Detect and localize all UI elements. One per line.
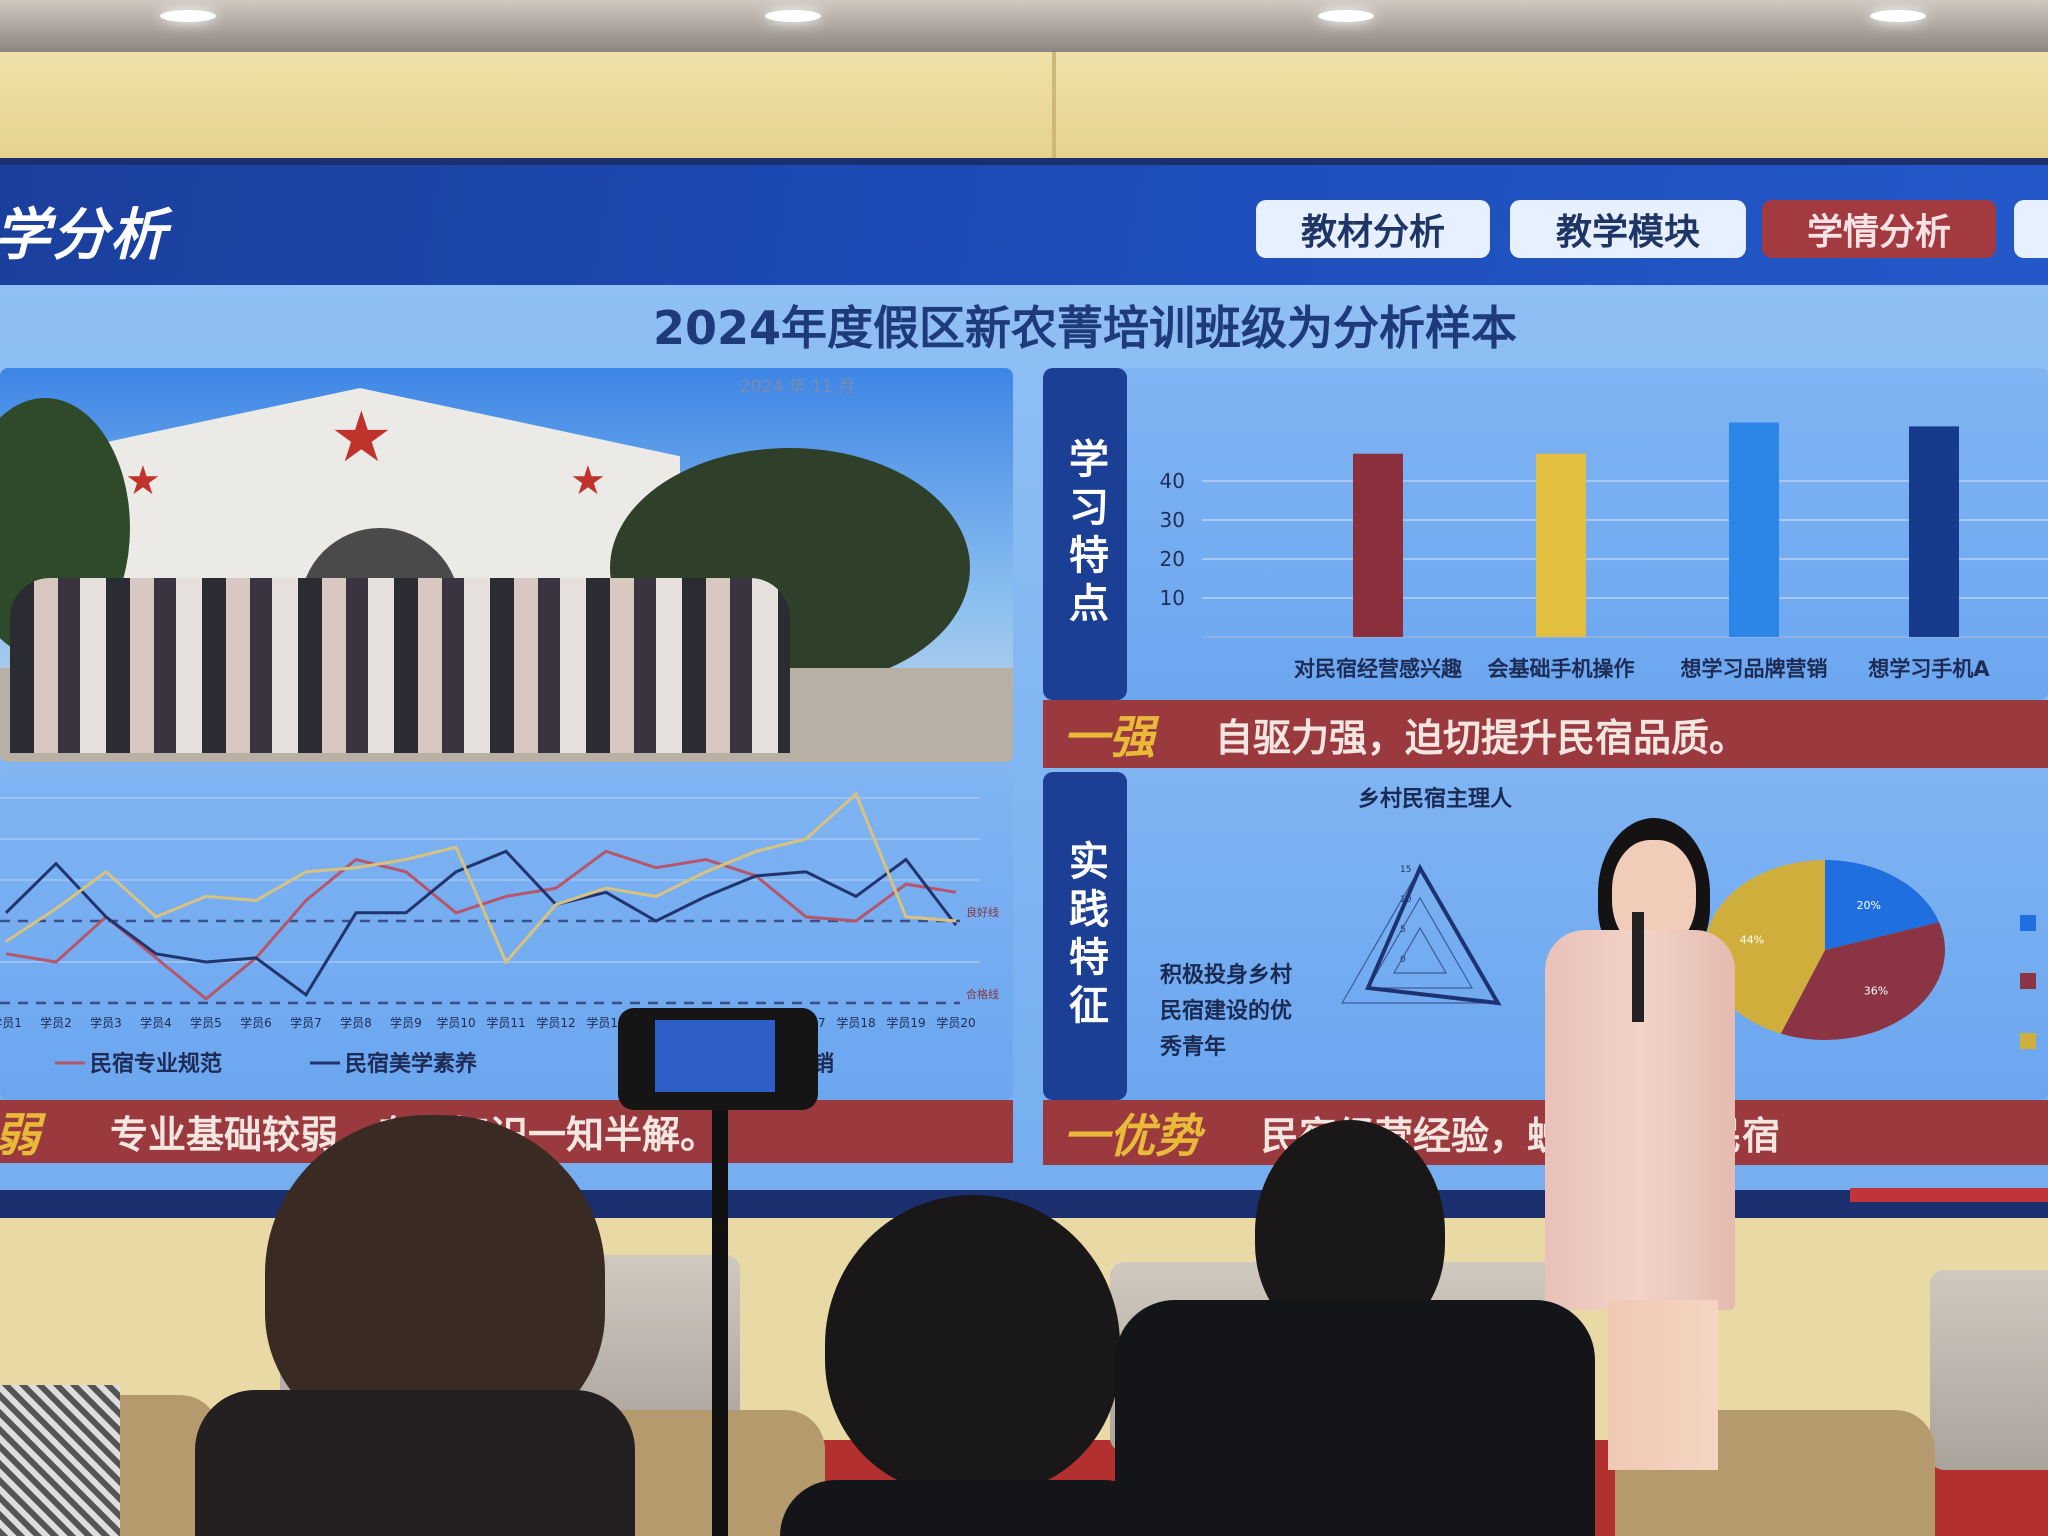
reference-line-label: 合格线 — [966, 987, 999, 1001]
audience-body — [780, 1480, 1160, 1536]
banner-text: 自驱力强，迫切提升民宿品质。 — [1215, 715, 1748, 760]
x-tick-label: 学员7 — [290, 1015, 322, 1030]
radar-tick: 0 — [1400, 955, 1406, 965]
audience-body — [195, 1390, 635, 1536]
pie-legend-swatch — [2020, 1033, 2036, 1049]
ceiling-light — [1318, 10, 1374, 22]
microphone — [1632, 912, 1644, 1022]
x-tick-label: 想学习手机A — [1868, 657, 1990, 681]
pie-legend-swatch — [2020, 915, 2036, 931]
y-tick-label: 30 — [1160, 508, 1185, 532]
learning-banner: 一强 自驱力强，迫切提升民宿品质。 — [1043, 700, 2048, 768]
tab-partial[interactable] — [2014, 200, 2048, 258]
x-tick-label: 学员13 — [586, 1015, 625, 1030]
x-tick-label: 学员2 — [40, 1015, 72, 1030]
pie-slice — [1825, 860, 1940, 950]
pie-slice — [1705, 860, 1825, 1034]
bar — [1353, 453, 1403, 637]
people-group — [10, 578, 790, 753]
tab-teaching-modules[interactable]: 教学模块 — [1510, 200, 1746, 258]
banner-lead: 一强 — [1063, 710, 1155, 764]
x-tick-label: 学员1 — [0, 1015, 22, 1030]
x-tick-label: 学员6 — [240, 1015, 272, 1030]
ceiling — [0, 0, 2048, 52]
pie-chart: 20% 36% 44% — [1705, 860, 1945, 1040]
radar-tick: 15 — [1400, 865, 1411, 875]
x-tick-label: 学员4 — [140, 1015, 172, 1030]
practice-side-label: 实践特征 — [1043, 772, 1127, 1100]
x-tick-label: 想学习品牌营销 — [1681, 657, 1828, 681]
tripod — [712, 1110, 728, 1536]
tab-learner-analysis[interactable]: 学情分析 — [1762, 200, 1996, 258]
group-photo: ★ ★ ★ — [0, 368, 1013, 762]
line-series — [4, 849, 958, 997]
line-chart: 良好线合格线学员1 学员2 学员3 学员4 学员5 学员6 学员7 学员8 学员9 学员10 学员1… — [0, 791, 999, 1077]
pie-slice-label: 36% — [1864, 985, 1888, 998]
wall — [0, 52, 2048, 160]
learning-side-label: 学习特点 — [1043, 368, 1127, 700]
pie-slice-label: 20% — [1857, 899, 1881, 912]
radar-tick: 5 — [1400, 925, 1406, 935]
bar — [1729, 422, 1779, 637]
pie-slice-label: 44% — [1740, 934, 1764, 947]
star-icon: ★ — [125, 458, 161, 504]
radar-axis-label-top: 乡村民宿主理人 — [1357, 787, 1512, 812]
speaker-legs — [1608, 1300, 1718, 1470]
slide-footer-accent — [1850, 1188, 2048, 1202]
radar-series — [1365, 863, 1502, 1006]
x-tick-label: 学员20 — [936, 1015, 975, 1030]
banner-lead: 弱 — [0, 1099, 40, 1165]
banner-lead: 一优势 — [1063, 1108, 1201, 1163]
x-tick-label: 学员9 — [390, 1015, 422, 1030]
radar-grid — [1392, 926, 1448, 974]
x-tick-label: 学员3 — [90, 1015, 122, 1030]
x-tick-label: 学员11 — [486, 1015, 525, 1030]
x-tick-label: 会基础手机操作 — [1488, 657, 1635, 681]
y-tick-label: 40 — [1160, 469, 1185, 493]
ceiling-light — [160, 10, 216, 22]
legend-label: 民宿专业规范 — [90, 1051, 222, 1077]
x-tick-label: 学员18 — [836, 1015, 875, 1030]
x-tick-label: 学员12 — [536, 1015, 575, 1030]
photo-date-stamp: 2024 年 11 月 — [740, 377, 856, 397]
line-series — [5, 791, 957, 965]
x-tick-label: 学员10 — [436, 1015, 475, 1030]
radar-grid — [1341, 866, 1499, 1004]
audience-shoulder — [0, 1385, 120, 1536]
bar — [1536, 453, 1586, 637]
x-tick-label: 对民宿经营感兴趣 — [1294, 657, 1463, 681]
bar — [1909, 426, 1959, 637]
line-series — [5, 849, 957, 1001]
star-icon: ★ — [330, 396, 393, 478]
pie-slice — [1780, 922, 1945, 1040]
tab-textbook-analysis[interactable]: 教材分析 — [1256, 200, 1490, 258]
ceiling-light — [765, 10, 821, 22]
x-tick-label: 学员5 — [190, 1015, 222, 1030]
radar-axis-label-left: 积极投身乡村民宿建设的优秀青年 — [1160, 963, 1293, 1060]
header-title: 学分析 — [0, 203, 168, 268]
y-tick-label: 20 — [1160, 547, 1185, 571]
phone-screen — [655, 1020, 775, 1092]
legend-label: 民宿美学素养 — [345, 1051, 477, 1077]
audience-body — [1115, 1300, 1595, 1536]
bar-chart: 10 20 30 40 对民宿经营感兴趣 会基础手机操作 想学习品牌营销 想学习手机A — [1160, 422, 2048, 681]
chair — [1930, 1270, 2048, 1470]
ceiling-light — [1870, 10, 1926, 22]
reference-line-label: 良好线 — [966, 905, 999, 919]
slide-title: 2024年度假区新农菁培训班级为分析样本 — [652, 301, 1518, 355]
audience-head — [825, 1195, 1120, 1495]
wall-seam — [1052, 52, 1056, 160]
x-tick-label: 学员19 — [886, 1015, 925, 1030]
y-tick-label: 10 — [1160, 586, 1185, 610]
radar-grid — [1366, 896, 1474, 989]
pie-legend-swatch — [2020, 973, 2036, 989]
x-tick-label: 学员8 — [340, 1015, 372, 1030]
star-icon: ★ — [570, 458, 606, 504]
skills-panel — [0, 775, 1013, 1100]
